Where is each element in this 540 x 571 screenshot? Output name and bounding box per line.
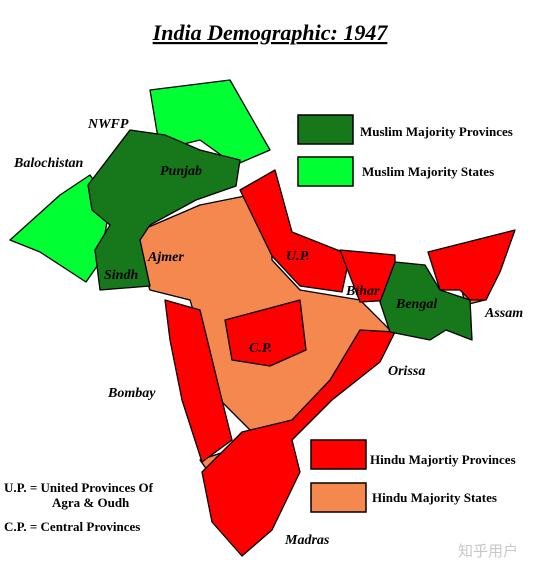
hindu-provinces: [201, 329, 396, 557]
region-label: Assam: [484, 306, 523, 321]
region-label: Balochistan: [13, 156, 83, 171]
region-label: Madras: [284, 533, 330, 548]
legend-swatch: [297, 156, 354, 187]
region-label: Orissa: [388, 364, 425, 379]
note: U.P. = United Provinces Of: [4, 480, 154, 495]
region-label: Bihar: [345, 284, 380, 299]
note: C.P. = Central Provinces: [4, 519, 140, 534]
hindu-provinces: [427, 229, 516, 301]
hindu-provinces: [239, 169, 351, 293]
muslim-provinces: [87, 129, 241, 291]
region-label: Punjab: [160, 164, 202, 179]
region-label: Sindh: [104, 268, 138, 283]
note: Agra & Oudh: [52, 495, 130, 510]
region-label: Bengal: [395, 297, 437, 312]
legend-label: Muslim Majority Provinces: [360, 124, 513, 139]
region-label: NWFP: [87, 117, 129, 132]
legend-label: Hindu Majortiy Provinces: [370, 452, 516, 467]
legend-label: Muslim Majority States: [362, 164, 494, 179]
legend-label: Hindu Majority States: [372, 490, 497, 505]
region-label: Ajmer: [147, 250, 184, 265]
hindu-provinces: [224, 299, 307, 367]
region-label: Bombay: [107, 386, 156, 401]
legend-swatch: [310, 439, 367, 470]
legend-swatch: [310, 482, 367, 513]
hindu-provinces: [164, 299, 233, 463]
map-title: India Demographic: 1947: [152, 20, 389, 45]
region-label: C.P.: [249, 341, 272, 356]
region-label: U.P.: [286, 249, 310, 264]
legend-swatch: [297, 114, 354, 145]
muslim-provinces: [379, 261, 473, 341]
watermark: 知乎用户: [458, 542, 518, 560]
